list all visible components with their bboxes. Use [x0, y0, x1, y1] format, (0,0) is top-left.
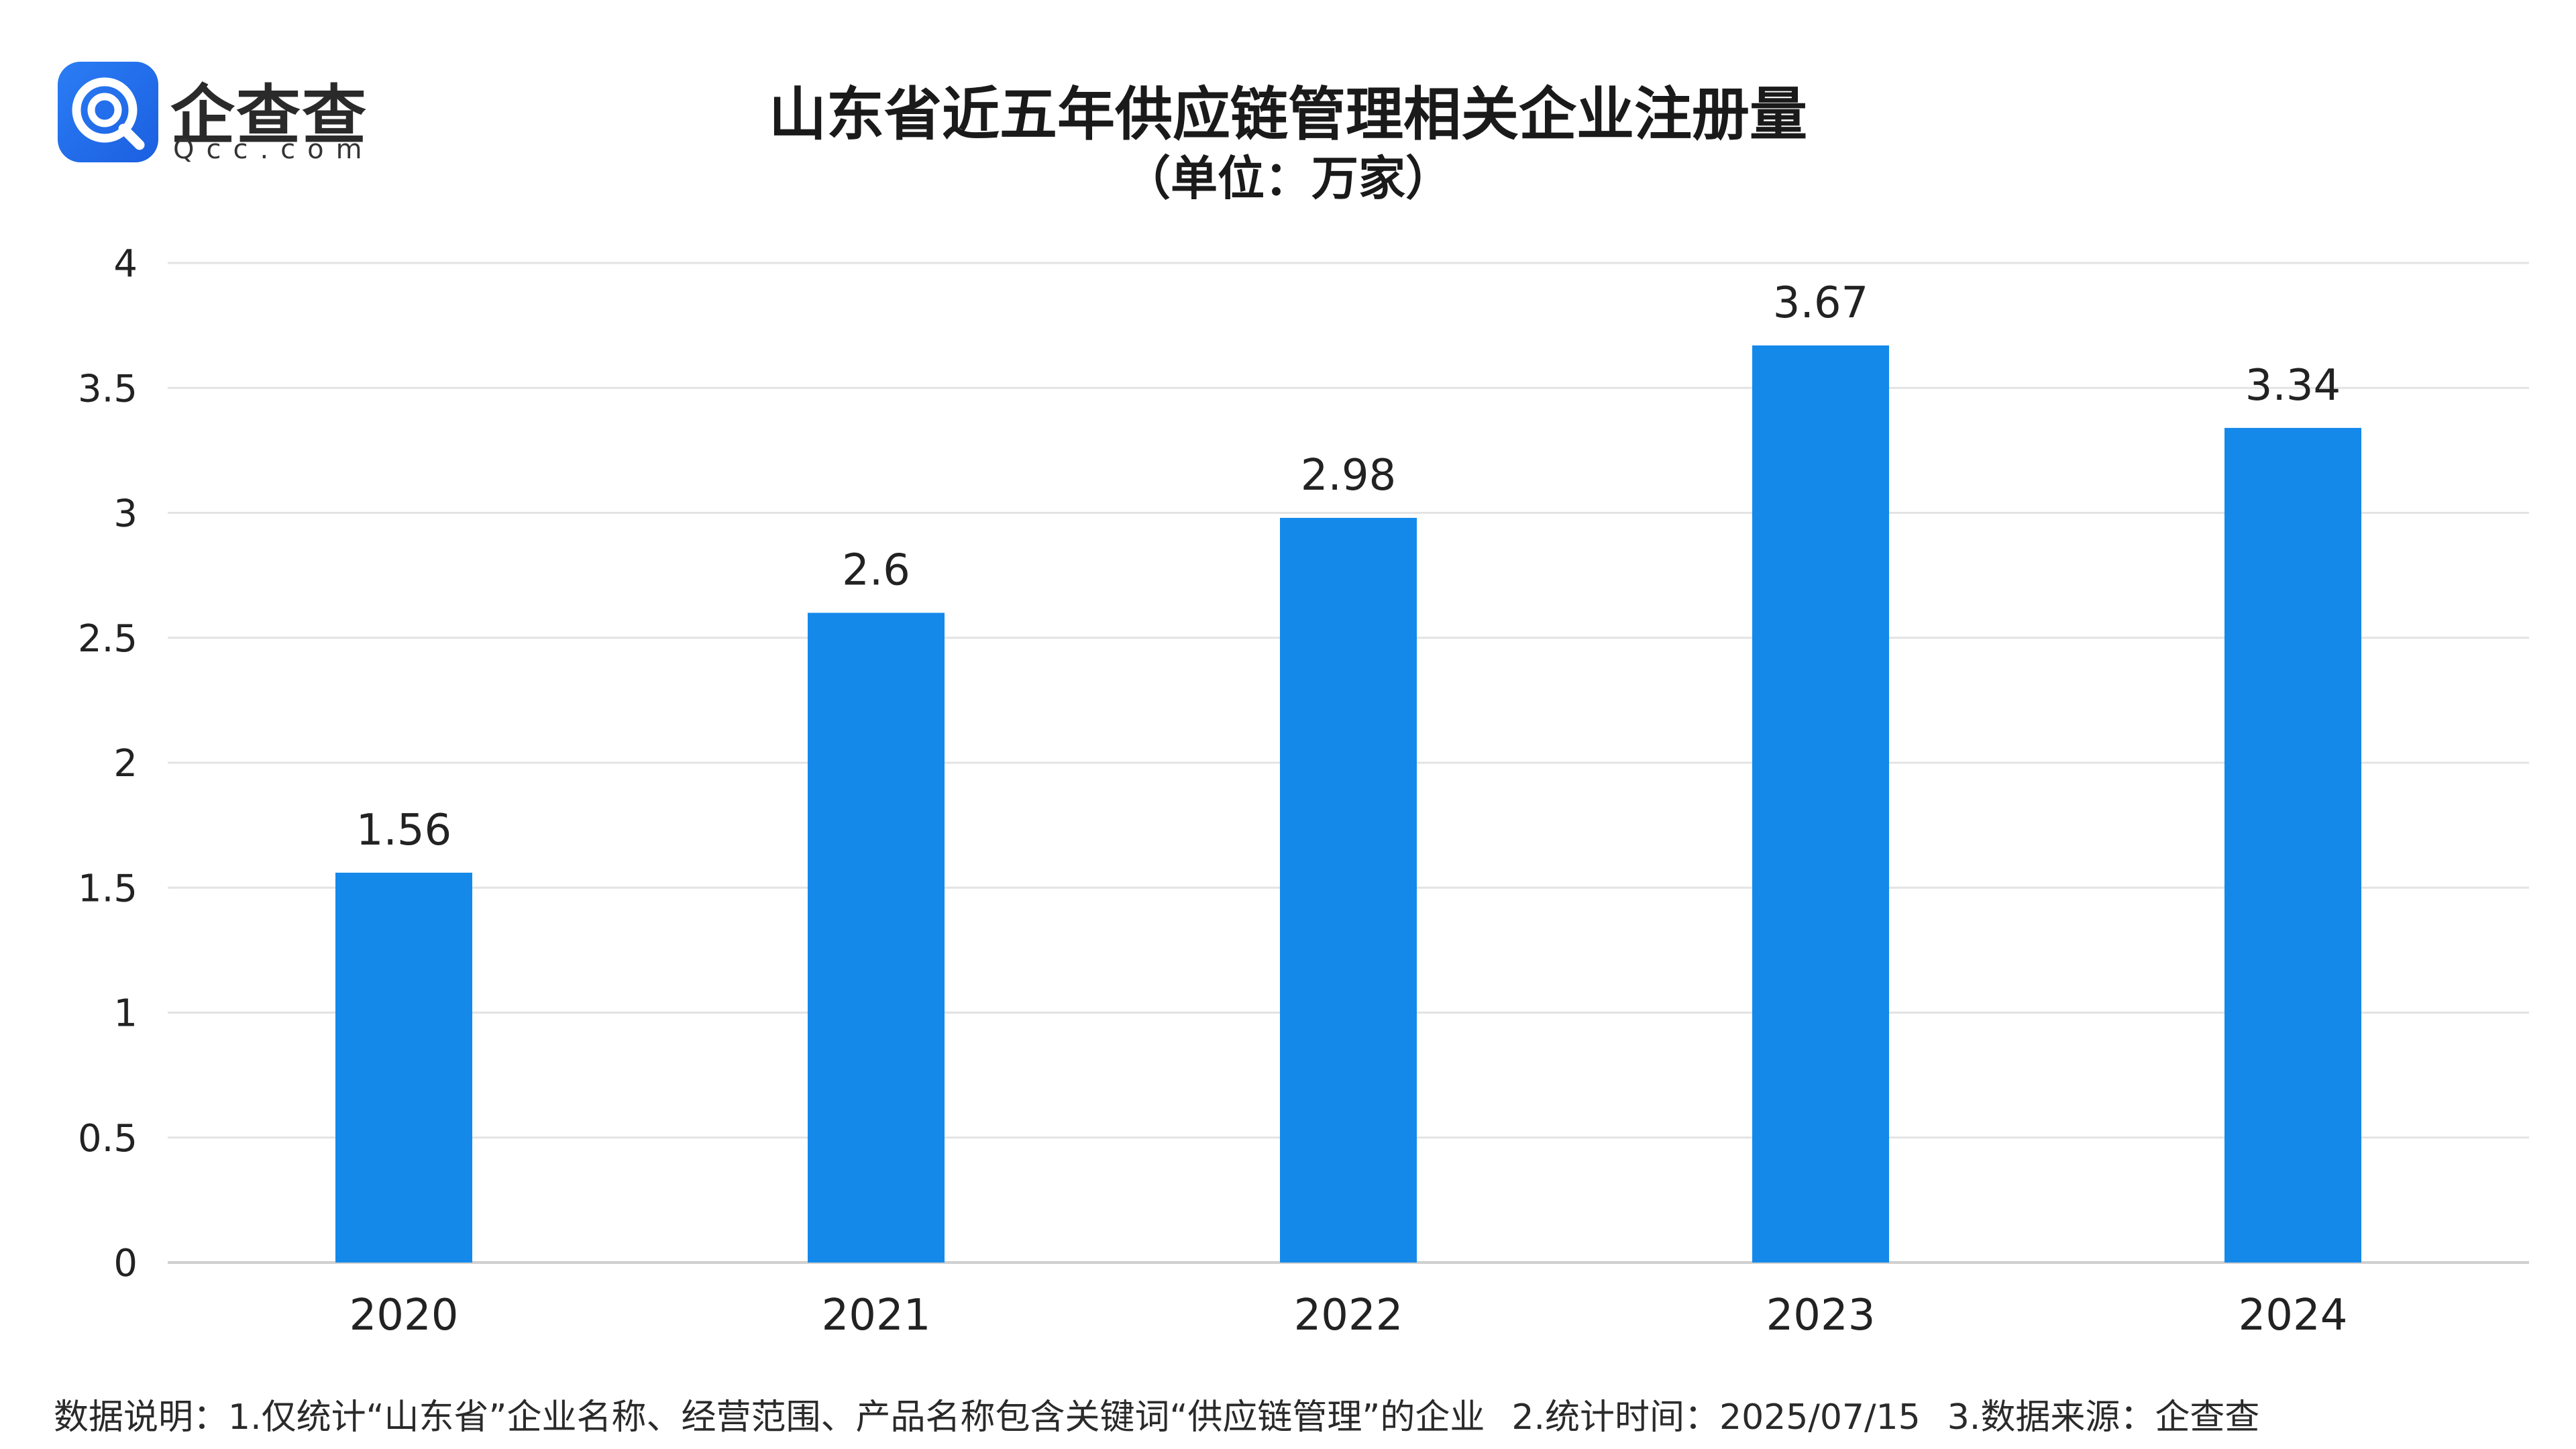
chart-subtitle: （单位：万家）	[1124, 151, 1452, 206]
data-label: 3.34	[2245, 361, 2341, 411]
y-tick-label: 2.5	[78, 617, 138, 661]
x-tick-label: 2020	[350, 1291, 459, 1340]
bar	[335, 872, 472, 1263]
bar	[2224, 427, 2361, 1263]
x-tick-label: 2024	[2239, 1291, 2348, 1340]
data-label: 1.56	[356, 806, 452, 855]
x-tick-label: 2022	[1294, 1291, 1403, 1340]
data-label: 2.98	[1301, 451, 1397, 500]
footnote-note-1: 数据说明：1.仅统计“山东省”企业名称、经营范围、产品名称包含关键词“供应链管理…	[54, 1397, 1485, 1438]
brand-domain: Qcc.com	[173, 134, 374, 165]
y-tick-label: 0	[113, 1242, 138, 1285]
y-tick-label: 2	[113, 742, 138, 786]
brand-name: 企查查	[170, 78, 368, 153]
y-tick-label: 1	[113, 992, 138, 1036]
x-tick-label: 2023	[1766, 1291, 1876, 1340]
data-label: 2.6	[842, 546, 910, 596]
footnote-note-3: 3.数据来源：企查查	[1947, 1397, 2260, 1438]
brand-logo: 企查查 Qcc.com	[58, 62, 380, 169]
bar	[1280, 517, 1417, 1263]
y-tick-label: 4	[113, 242, 138, 286]
bar	[1752, 345, 1889, 1263]
qcc-magnifier-logo-icon	[58, 62, 158, 162]
y-tick-label: 3.5	[78, 367, 138, 411]
footnote-note-2: 2.统计时间：2025/07/15	[1511, 1397, 1921, 1438]
y-tick-label: 1.5	[78, 867, 138, 910]
data-label: 3.67	[1773, 278, 1869, 328]
footnote: 数据说明：1.仅统计“山东省”企业名称、经营范围、产品名称包含关键词“供应链管理…	[54, 1389, 2286, 1439]
chart-title: 山东省近五年供应链管理相关企业注册量	[769, 81, 1807, 148]
x-tick-label: 2021	[822, 1291, 931, 1340]
y-tick-label: 0.5	[78, 1117, 138, 1161]
y-tick-label: 3	[113, 492, 138, 536]
bar	[808, 612, 945, 1263]
